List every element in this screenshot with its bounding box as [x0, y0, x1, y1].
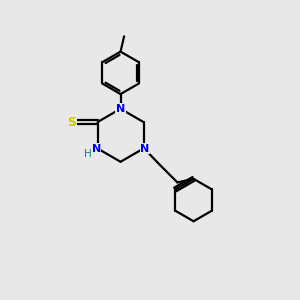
Text: N: N — [140, 143, 150, 154]
Text: N: N — [92, 143, 101, 154]
Text: N: N — [116, 104, 125, 114]
Text: H: H — [84, 149, 92, 159]
Text: S: S — [67, 116, 76, 128]
